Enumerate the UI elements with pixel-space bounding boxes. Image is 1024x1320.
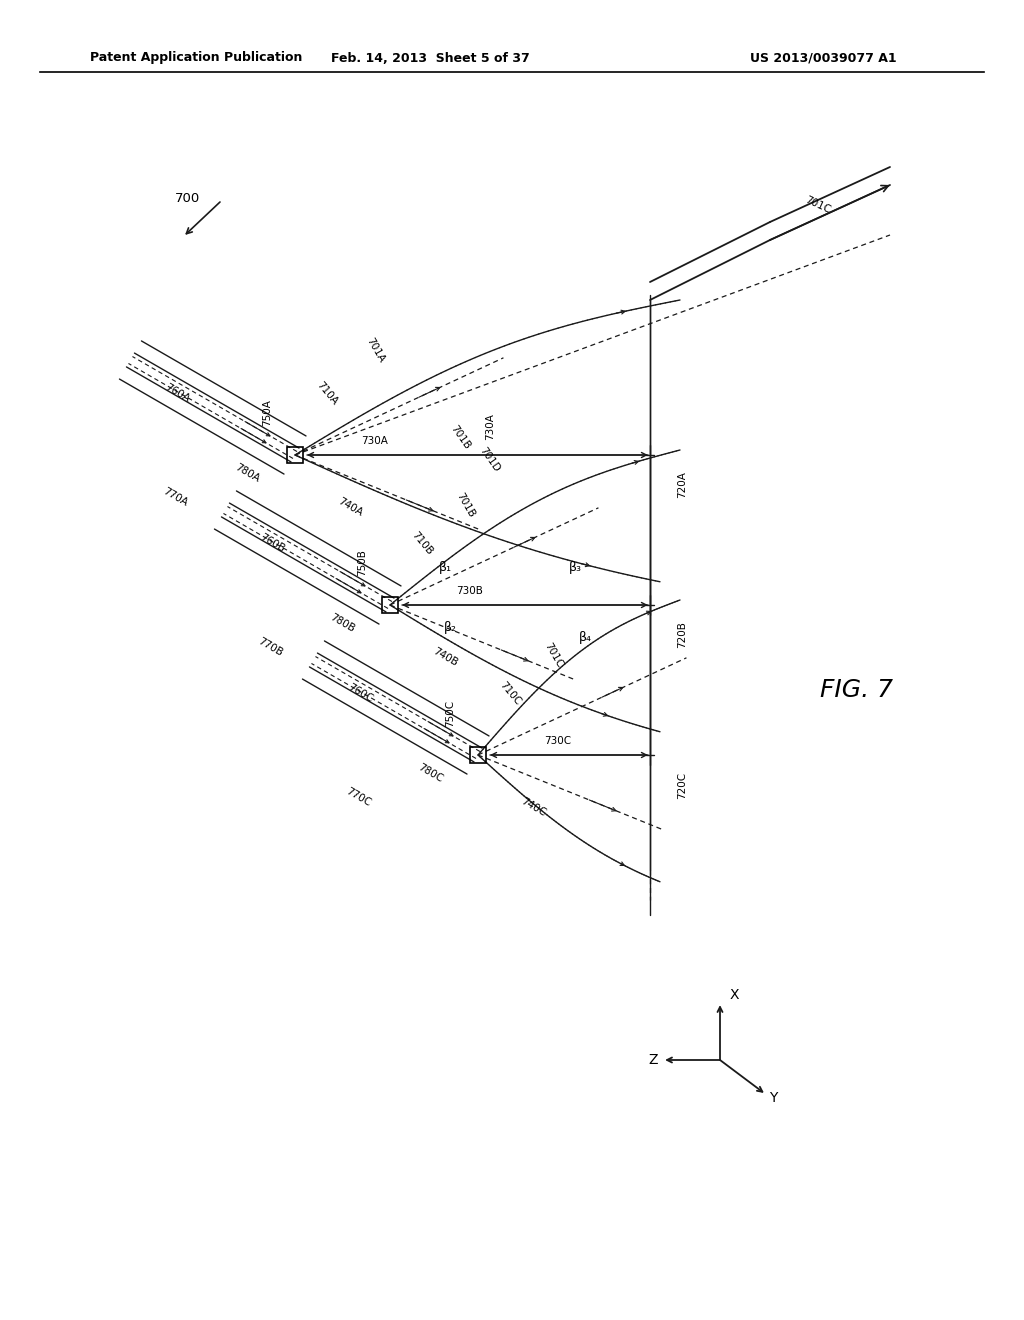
Text: 701C: 701C (804, 195, 833, 215)
Text: 780A: 780A (232, 462, 261, 484)
Text: 720A: 720A (677, 471, 687, 499)
Text: 710B: 710B (410, 529, 434, 557)
Text: 740C: 740C (519, 796, 547, 818)
Text: 750B: 750B (357, 549, 367, 577)
Text: 710A: 710A (314, 379, 340, 407)
Text: 780C: 780C (416, 762, 444, 784)
Text: 740A: 740A (336, 496, 365, 517)
Text: 780B: 780B (328, 612, 356, 634)
Text: β₁: β₁ (438, 561, 452, 573)
Text: FIG. 7: FIG. 7 (820, 678, 893, 702)
Text: 730A: 730A (361, 436, 388, 446)
Text: 701B: 701B (449, 424, 472, 451)
Text: Z: Z (648, 1053, 657, 1067)
Text: 720B: 720B (677, 622, 687, 648)
Text: US 2013/0039077 A1: US 2013/0039077 A1 (750, 51, 897, 65)
Text: 760A: 760A (163, 381, 191, 404)
Text: 701B: 701B (454, 491, 476, 519)
Text: 700: 700 (175, 191, 201, 205)
Text: Feb. 14, 2013  Sheet 5 of 37: Feb. 14, 2013 Sheet 5 of 37 (331, 51, 529, 65)
Text: β₂: β₂ (443, 620, 457, 634)
Text: 720C: 720C (677, 771, 687, 799)
Text: Patent Application Publication: Patent Application Publication (90, 51, 302, 65)
Text: 701C: 701C (542, 640, 564, 669)
Text: 750C: 750C (445, 700, 455, 726)
Text: β₃: β₃ (568, 561, 582, 573)
Text: 730C: 730C (545, 737, 571, 746)
Text: 701D: 701D (478, 446, 502, 474)
Text: 701A: 701A (364, 335, 386, 364)
Text: 760C: 760C (346, 682, 374, 704)
Text: 770C: 770C (344, 785, 373, 808)
Text: 770B: 770B (256, 636, 284, 659)
Text: 730A: 730A (485, 413, 495, 441)
Text: 750A: 750A (262, 400, 272, 426)
Text: X: X (730, 987, 739, 1002)
Text: Y: Y (769, 1092, 778, 1106)
Text: 740B: 740B (431, 645, 459, 668)
Text: 760B: 760B (258, 532, 286, 554)
Text: 710C: 710C (498, 680, 522, 706)
Text: 730B: 730B (457, 586, 483, 597)
Text: 770A: 770A (161, 486, 189, 508)
Text: β₄: β₄ (579, 631, 592, 644)
